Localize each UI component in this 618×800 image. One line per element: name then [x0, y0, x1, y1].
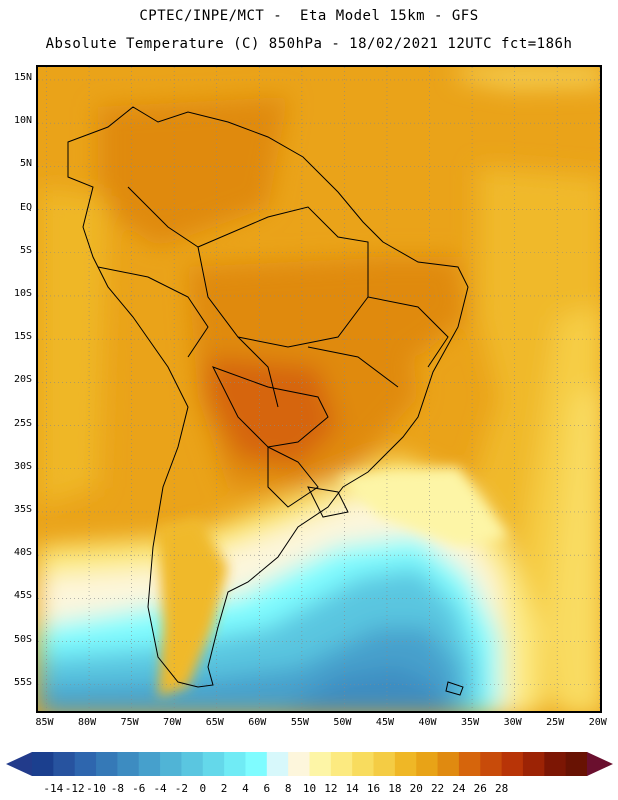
colorbar-swatch — [565, 752, 588, 776]
map-title-line-2: Absolute Temperature (C) 850hPa - 18/02/… — [45, 36, 573, 52]
lat-label: 15S — [13, 331, 32, 343]
colorbar-tick-label: -8 — [110, 782, 124, 795]
colorbar-tick-label: -4 — [153, 782, 167, 795]
lat-label: 10S — [13, 287, 32, 299]
lon-label: 35W — [461, 717, 480, 728]
lat-label: EQ — [19, 201, 32, 213]
colorbar-swatch — [53, 752, 76, 776]
colorbar-swatch — [96, 752, 118, 776]
colorbar-swatch — [416, 752, 439, 776]
lat-lon-grid — [38, 67, 600, 711]
colorbar-low-arrow — [6, 752, 32, 776]
colorbar-tick-label: 26 — [473, 782, 487, 795]
colorbar-tick-label: 20 — [409, 782, 423, 795]
temperature-colorbar — [6, 752, 613, 776]
colorbar-tick-label: -10 — [86, 782, 106, 795]
colorbar-swatch — [373, 752, 396, 776]
colorbar-swatch — [138, 752, 161, 776]
colorbar-swatch — [202, 752, 225, 776]
colorbar-swatch — [224, 752, 246, 776]
lon-label: 30W — [503, 717, 522, 728]
lon-label: 40W — [418, 717, 437, 728]
colorbar-swatch — [394, 752, 417, 776]
lon-label: 25W — [546, 717, 565, 728]
lat-label: 15N — [13, 71, 32, 83]
lon-label: 85W — [35, 717, 54, 728]
colorbar-swatch — [117, 752, 140, 776]
lat-label: 25S — [13, 417, 32, 429]
colorbar-tick-label: 8 — [284, 782, 292, 795]
lon-label: 65W — [205, 717, 224, 728]
lat-label: 40S — [13, 547, 32, 559]
lon-label: 45W — [375, 717, 394, 728]
colorbar-tick-label: 2 — [220, 782, 228, 795]
colorbar-tick-label: 14 — [345, 782, 359, 795]
lat-label: 50S — [13, 633, 32, 645]
colorbar-tick-label: 0 — [199, 782, 207, 795]
lat-label: 20S — [13, 374, 32, 386]
map-title-line-1: CPTEC/INPE/MCT - Eta Model 15km - GFS — [139, 8, 479, 24]
lat-label: 5S — [19, 244, 32, 256]
colorbar-high-arrow — [587, 752, 613, 776]
lat-label: 5N — [19, 158, 32, 170]
lon-label: 50W — [333, 717, 352, 728]
coastline-borders — [67, 106, 469, 696]
lat-label: 35S — [13, 503, 32, 515]
lon-label: 55W — [290, 717, 309, 728]
colorbar-swatch — [181, 752, 204, 776]
colorbar-tick-label: 22 — [430, 782, 445, 795]
temperature-field-map — [38, 67, 600, 711]
colorbar-swatch — [266, 752, 289, 776]
colorbar-tick-label: 6 — [263, 782, 271, 795]
colorbar-swatch — [330, 752, 353, 776]
colorbar-tick-label: -12 — [64, 782, 85, 795]
colorbar-swatch — [32, 752, 54, 776]
colorbar-swatch — [480, 752, 503, 776]
colorbar-tick-label: 18 — [388, 782, 402, 795]
lon-label: 60W — [248, 717, 267, 728]
colorbar-swatch — [74, 752, 97, 776]
lon-label: 70W — [163, 717, 182, 728]
colorbar-tick-label: 12 — [324, 782, 338, 795]
colorbar-swatch — [501, 752, 524, 776]
colorbar-tick-label: 10 — [302, 782, 317, 795]
colorbar-swatch — [245, 752, 268, 776]
colorbar-tick-label: 4 — [242, 782, 249, 795]
lon-label: 80W — [78, 717, 97, 728]
colorbar-tick-label: -2 — [174, 782, 189, 795]
lat-label: 30S — [13, 460, 32, 472]
colorbar-tick-label: 24 — [452, 782, 466, 795]
colorbar-tick-label: -6 — [132, 782, 146, 795]
colorbar-swatch — [352, 752, 375, 776]
lat-label: 55S — [13, 676, 32, 688]
colorbar-swatch — [437, 752, 460, 776]
lon-label: 20W — [588, 717, 607, 728]
colorbar-swatch — [160, 752, 182, 776]
lat-label: 45S — [13, 590, 32, 602]
colorbar-swatch — [458, 752, 481, 776]
colorbar-tick-label: 16 — [366, 782, 381, 795]
colorbar-swatch — [522, 752, 545, 776]
lon-label: 75W — [120, 717, 139, 728]
colorbar-swatch — [288, 752, 310, 776]
map-panel[interactable] — [36, 65, 602, 713]
temperature-detail — [158, 467, 508, 697]
colorbar-swatch — [309, 752, 332, 776]
lat-label: 10N — [13, 115, 32, 127]
colorbar-tick-label: -14 — [43, 782, 64, 795]
colorbar-tick-label: 28 — [494, 782, 509, 795]
colorbar-swatch — [544, 752, 567, 776]
